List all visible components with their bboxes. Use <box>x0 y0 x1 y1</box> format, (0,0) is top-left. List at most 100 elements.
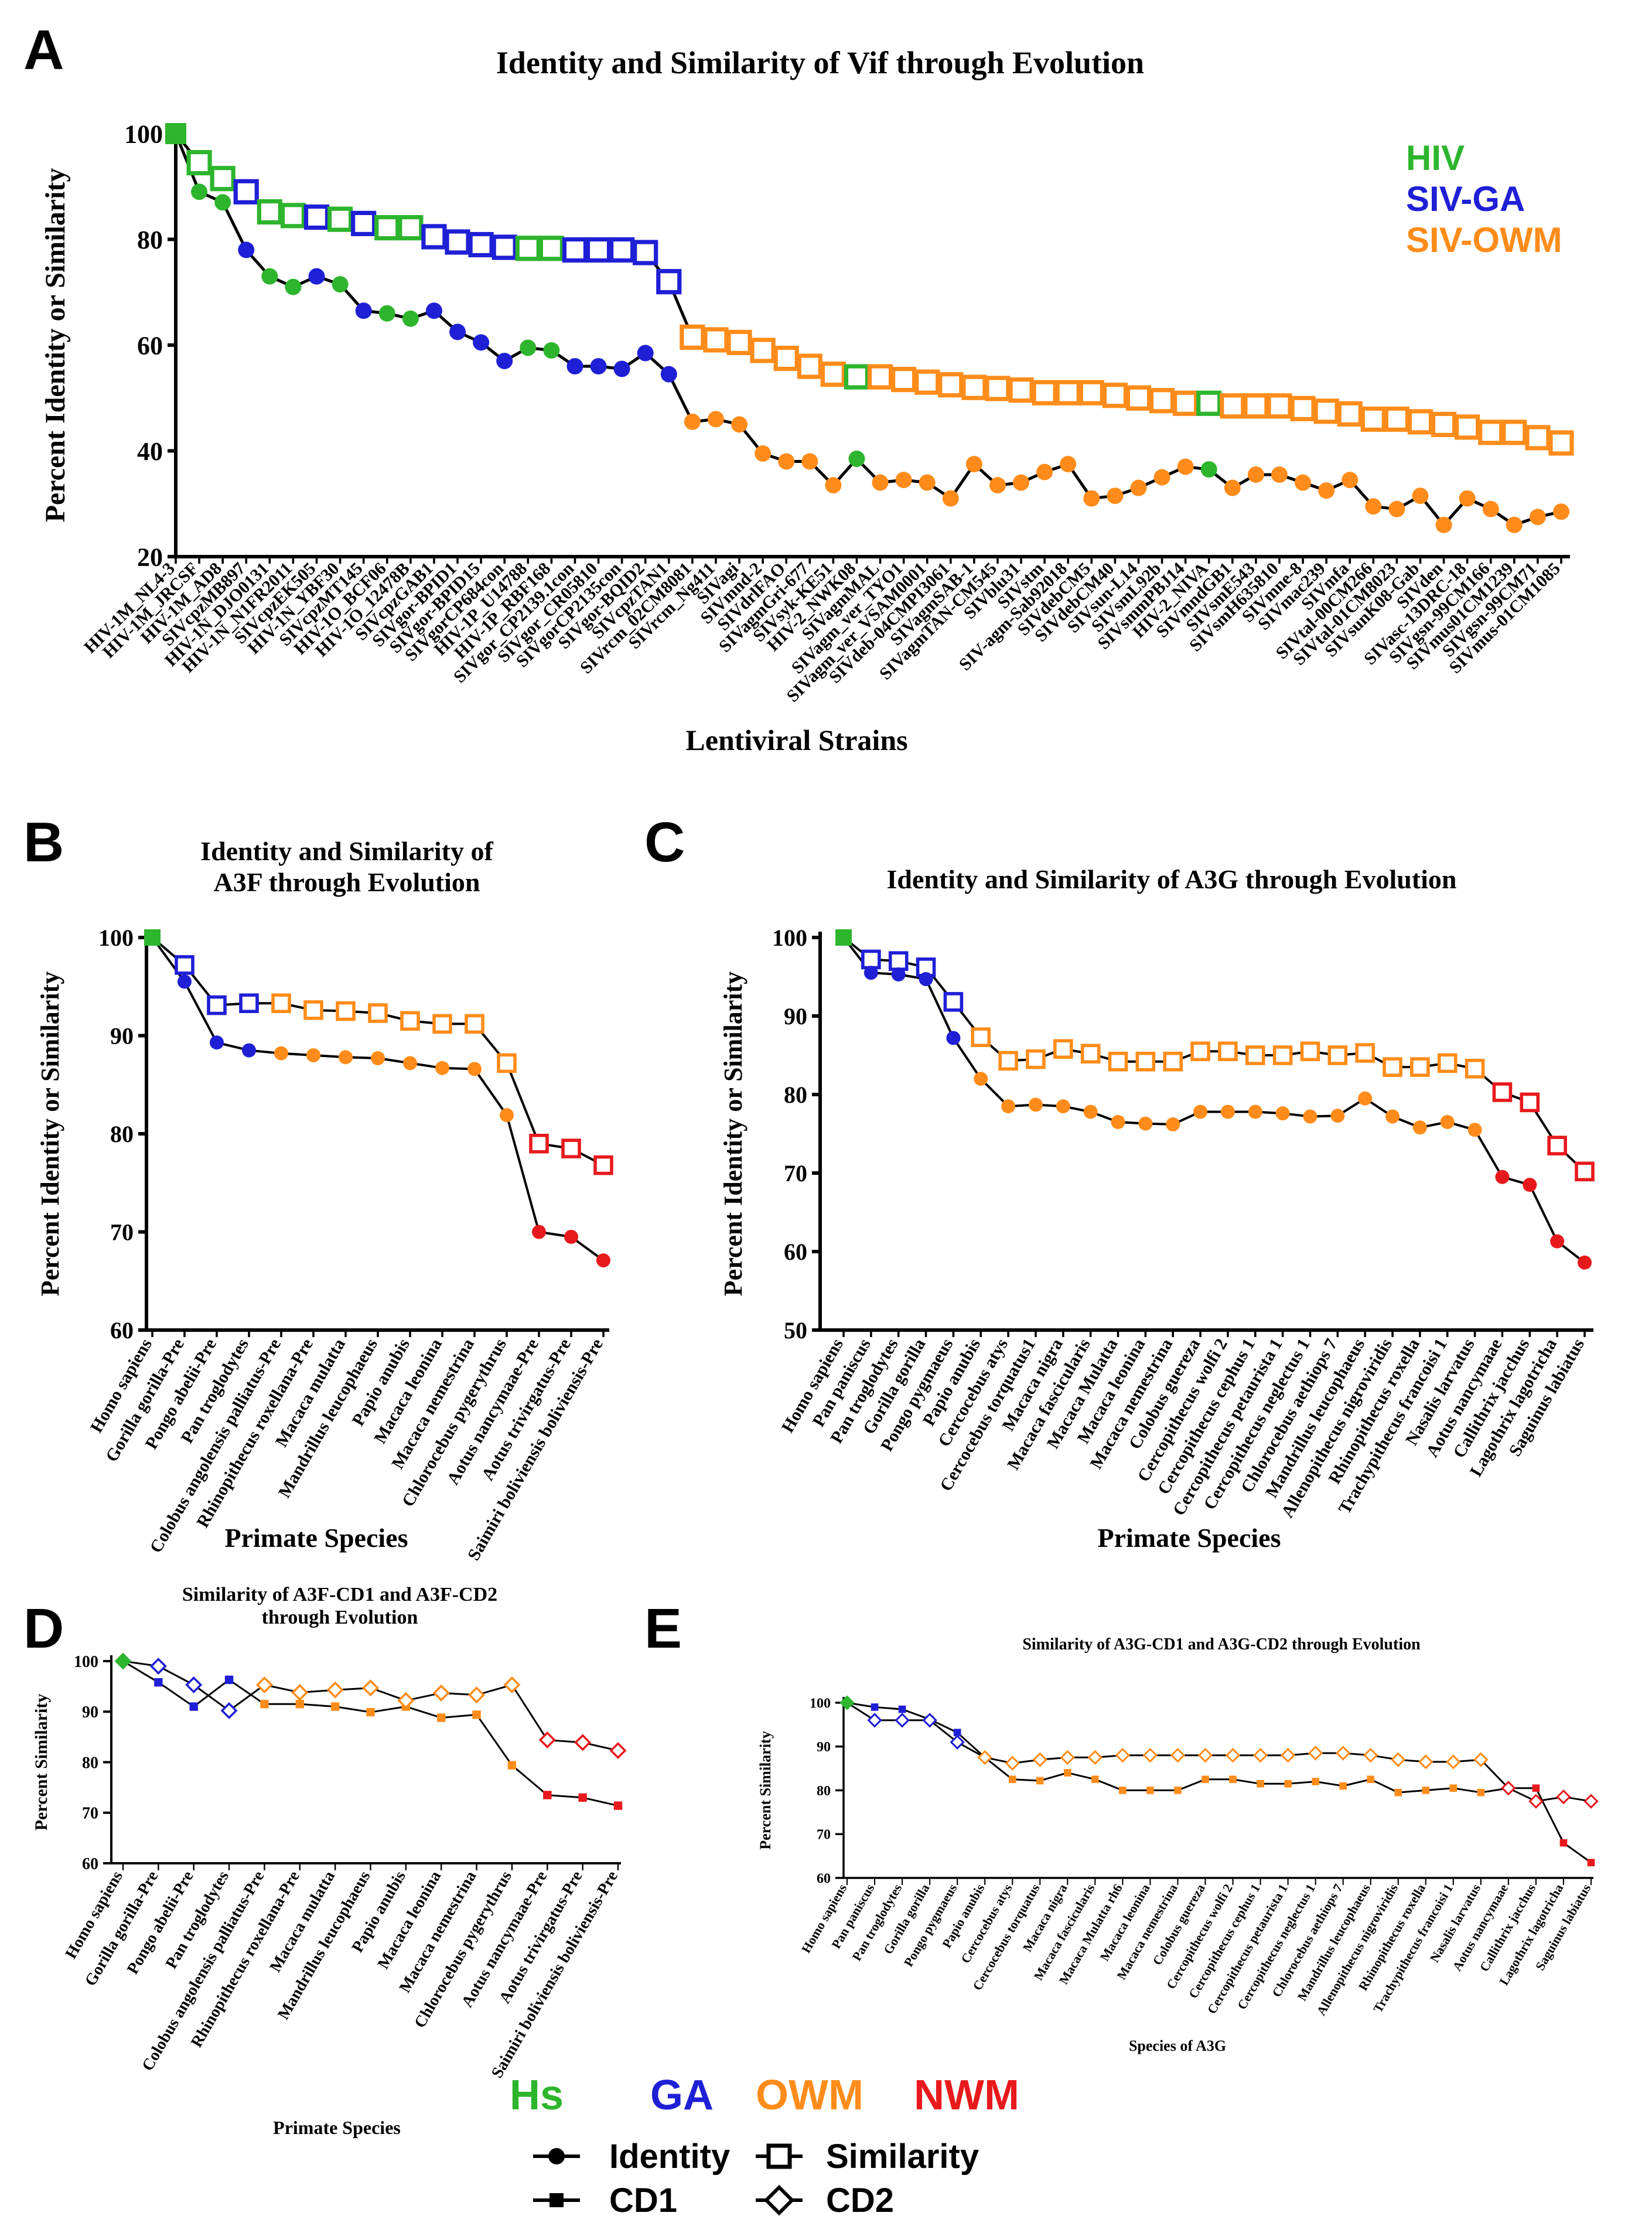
identity-point-a <box>473 334 490 351</box>
legend-group-ga: GA <box>650 2072 714 2119</box>
panel-label-a: A <box>23 19 64 81</box>
y-tick-label-b: 100 <box>98 925 134 951</box>
similarity-point-a <box>985 376 1011 401</box>
legend-siv-owm: SIV-OWM <box>1406 220 1562 260</box>
identity-point-a <box>1060 456 1077 473</box>
similarity-point-a <box>726 329 752 356</box>
y-tick-label-a: 60 <box>137 331 163 360</box>
cd1-point-e <box>871 1703 879 1711</box>
similarity-point-c <box>888 951 909 971</box>
cd2-point-e <box>1391 1752 1406 1767</box>
identity-point-a <box>496 353 513 370</box>
similarity-point-a <box>1055 380 1081 405</box>
legend-identity-marker <box>548 2148 565 2164</box>
similarity-point-c <box>1410 1057 1430 1077</box>
similarity-point-a <box>1032 380 1057 405</box>
figure-legend: Hs GA OWM NWM Identity Similarity CD1 CD… <box>510 2072 1019 2220</box>
identity-point-a <box>1553 503 1569 520</box>
identity-point-c <box>1550 1234 1565 1249</box>
y-tick-label-d: 60 <box>82 1855 98 1873</box>
similarity-point-a <box>1078 380 1104 405</box>
similarity-point-a <box>351 210 377 237</box>
identity-point-a <box>919 474 936 491</box>
similarity-point-a <box>773 345 799 371</box>
identity-point-a <box>285 278 302 295</box>
chart-panel-a: Identity and Similarity of Vif through E… <box>40 45 1574 756</box>
similarity-point-c <box>1026 1049 1046 1069</box>
similarity-point-a <box>1290 396 1316 421</box>
cd2-point-d <box>220 1702 238 1720</box>
identity-point-b <box>403 1056 417 1071</box>
identity-point-b <box>435 1061 449 1075</box>
identity-point-c <box>1083 1104 1098 1119</box>
chart-title-b-line-1: Identity and Similarity of <box>200 836 493 866</box>
cd2-point-e <box>1473 1752 1489 1767</box>
cd1-point-d <box>507 1761 517 1770</box>
identity-point-a <box>1529 509 1546 526</box>
y-tick-label-b: 70 <box>110 1219 134 1246</box>
cd1-point-e <box>1559 1839 1568 1847</box>
cd2-point-d <box>468 1686 486 1704</box>
chart-title-b-line-2: A3F through Evolution <box>214 867 480 897</box>
similarity-point-c <box>971 1027 991 1047</box>
legend-cd1-marker <box>549 2193 564 2207</box>
identity-point-a <box>1365 498 1382 515</box>
similarity-point-c <box>1327 1045 1348 1065</box>
identity-point-a <box>1459 490 1476 507</box>
y-tick-label-c: 80 <box>784 1082 807 1108</box>
cd1-point-d <box>366 1707 375 1717</box>
similarity-point-b <box>368 1003 388 1023</box>
identity-point-a <box>1435 516 1452 533</box>
y-tick-label-c: 70 <box>784 1160 807 1187</box>
legend-siv-ga: SIV-GA <box>1406 179 1525 219</box>
identity-point-a <box>1013 474 1030 491</box>
identity-point-a <box>755 445 772 462</box>
identity-point-a <box>778 453 795 470</box>
y-tick-label-a: 100 <box>124 120 163 148</box>
similarity-point-a <box>1384 406 1410 432</box>
similarity-point-a <box>797 353 822 379</box>
y-tick-label-e: 100 <box>810 1696 831 1711</box>
similarity-point-a <box>609 237 635 263</box>
identity-point-c <box>1385 1109 1400 1124</box>
identity-point-a <box>1130 479 1147 496</box>
chart-title-c: Identity and Similarity of A3G through E… <box>887 864 1457 894</box>
identity-line-c <box>842 936 1586 1264</box>
identity-point-a <box>520 339 537 356</box>
chart-panel-e: Similarity of A3G-CD1 and A3G-CD2 throug… <box>757 1635 1599 2054</box>
similarity-point-a <box>1125 385 1152 411</box>
similarity-point-a <box>1220 393 1245 419</box>
similarity-point-a <box>1267 393 1292 419</box>
similarity-point-b <box>497 1053 517 1073</box>
identity-point-b <box>306 1048 320 1062</box>
cd2-point-d <box>255 1676 273 1694</box>
similarity-line-a <box>175 132 1562 445</box>
similarity-point-a <box>656 269 682 295</box>
identity-point-c <box>1138 1116 1153 1131</box>
similarity-point-a <box>1501 420 1527 445</box>
identity-point-a <box>1107 487 1124 504</box>
y-axis-label-c: Percent Identity or Similarity <box>719 971 748 1296</box>
identity-point-a <box>214 194 231 211</box>
identity-point-c <box>1028 1097 1043 1112</box>
similarity-point-b <box>271 993 291 1014</box>
similarity-point-b <box>593 1155 613 1175</box>
cd1-point-d <box>543 1791 552 1799</box>
identity-point-a <box>1083 490 1100 507</box>
cd2-point-e <box>1225 1748 1241 1763</box>
chart-title-e: Similarity of A3G-CD1 and A3G-CD2 throug… <box>1022 1635 1421 1654</box>
cd2-point-e <box>1446 1754 1461 1770</box>
cd1-point-d <box>224 1675 234 1685</box>
identity-point-a <box>543 342 560 359</box>
cd2-point-e <box>1252 1748 1268 1763</box>
cd2-point-e <box>1060 1750 1075 1765</box>
cd1-point-e <box>1422 1787 1430 1794</box>
similarity-point-c <box>1300 1041 1320 1062</box>
y-tick-label-b: 80 <box>110 1121 134 1147</box>
identity-point-a <box>1177 458 1194 475</box>
y-tick-label-e: 90 <box>817 1740 831 1755</box>
y-tick-label-c: 100 <box>772 925 807 951</box>
cd2-point-e <box>1280 1748 1296 1763</box>
cd2-point-e <box>1032 1752 1047 1767</box>
cd1-point-e <box>1146 1787 1154 1794</box>
